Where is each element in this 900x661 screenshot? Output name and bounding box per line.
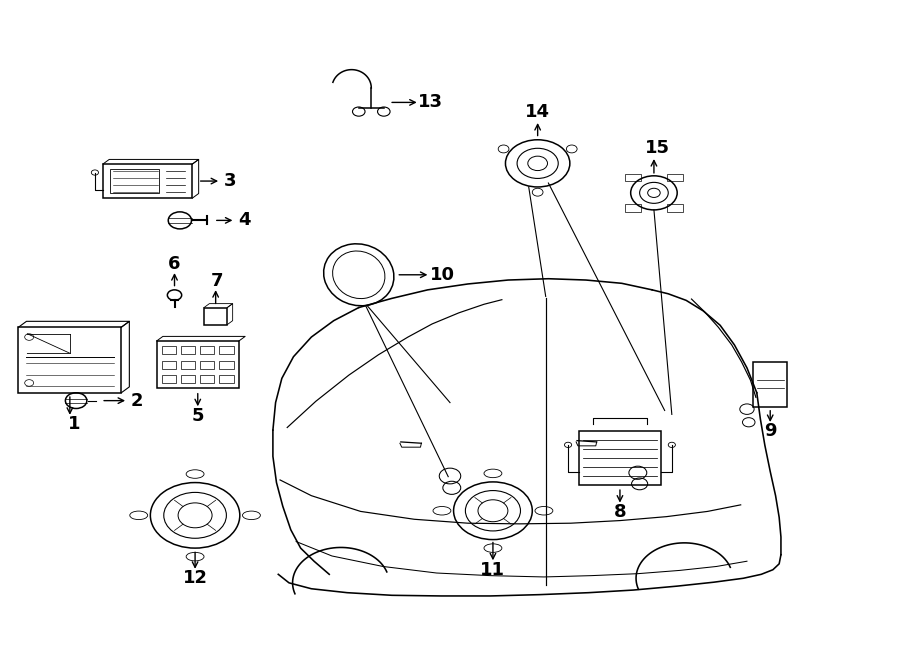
Text: 12: 12 [183,569,208,587]
Text: 5: 5 [192,407,204,425]
Text: 11: 11 [481,561,506,579]
Text: 2: 2 [130,391,143,410]
Text: 9: 9 [764,422,777,440]
Text: 7: 7 [212,272,224,290]
Bar [162,346,176,354]
Bar [103,164,193,198]
Bar [625,204,641,212]
Text: 1: 1 [68,415,81,433]
Bar [200,375,214,383]
Text: 3: 3 [224,172,236,190]
Bar [220,361,233,369]
Text: 14: 14 [526,103,550,121]
Bar [162,375,176,383]
Bar [667,204,683,212]
Bar [162,361,176,369]
Bar [181,361,195,369]
Text: 8: 8 [614,503,626,521]
Bar [204,307,228,325]
Bar [625,174,641,182]
Bar [181,346,195,354]
Bar [220,375,233,383]
Bar [579,432,662,485]
Text: 4: 4 [238,212,250,229]
Text: 15: 15 [645,139,670,157]
Bar [157,341,238,388]
Bar [18,327,122,393]
Bar [200,346,214,354]
Bar [220,346,233,354]
Bar [110,169,159,193]
Bar [667,174,683,182]
Text: 10: 10 [429,266,454,284]
Text: 6: 6 [168,254,181,272]
Bar [181,375,195,383]
Bar [200,361,214,369]
Bar [753,362,788,407]
Text: 13: 13 [418,93,443,112]
